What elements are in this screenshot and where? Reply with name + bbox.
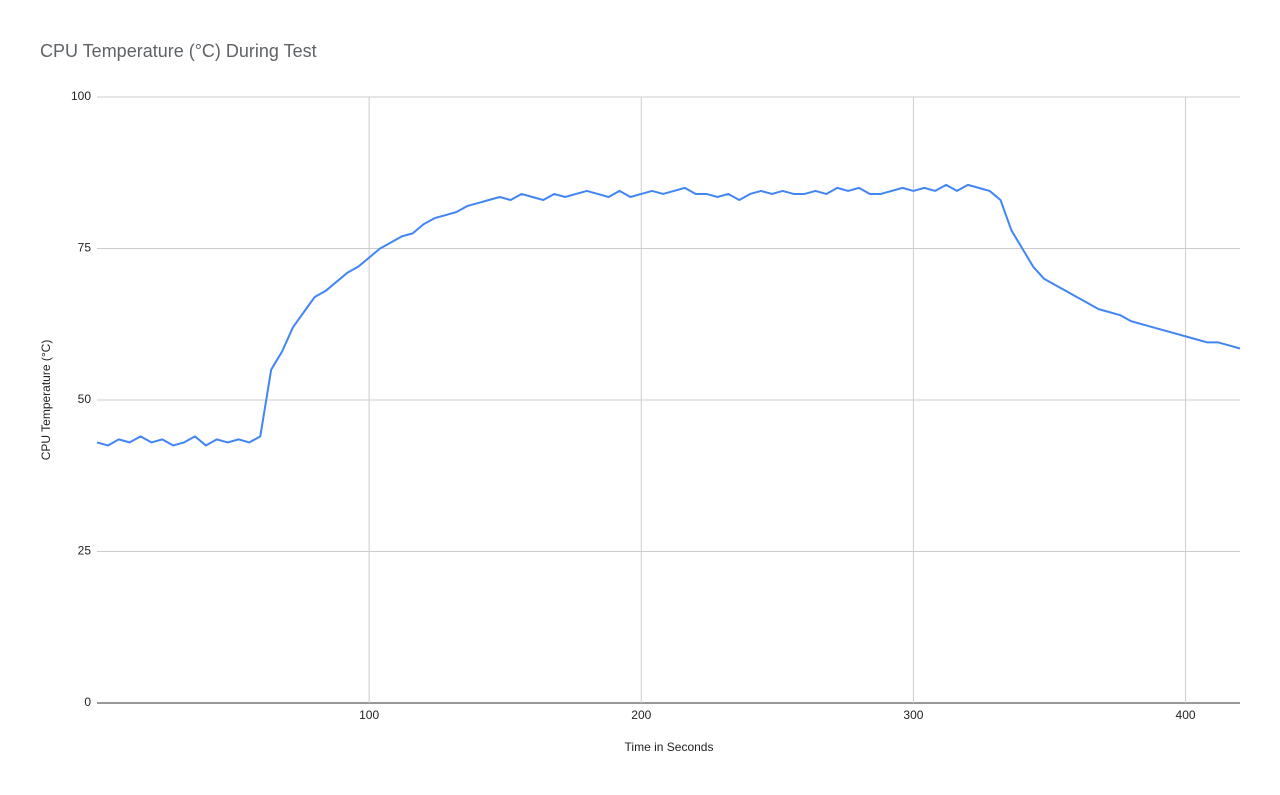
x-tick-label: 300 <box>903 708 923 722</box>
y-tick-label: 100 <box>71 89 91 103</box>
x-tick-label: 400 <box>1176 708 1196 722</box>
y-tick-label: 50 <box>78 392 92 406</box>
y-axis-label: CPU Temperature (°C) <box>39 340 53 461</box>
line-series <box>96 183 1241 447</box>
x-tick-label: 100 <box>359 708 379 722</box>
chart-title: CPU Temperature (°C) During Test <box>40 41 317 61</box>
y-tick-label: 0 <box>84 695 91 709</box>
x-tick-label: 200 <box>631 708 651 722</box>
y-tick-label: 25 <box>78 544 92 558</box>
x-axis-label: Time in Seconds <box>625 740 714 754</box>
y-tick-label: 75 <box>78 241 92 255</box>
